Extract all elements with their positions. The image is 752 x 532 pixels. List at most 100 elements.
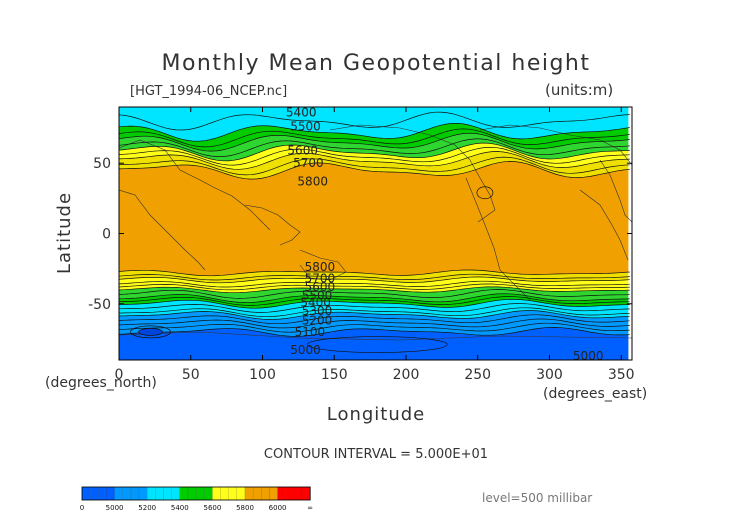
contour-band-2 xyxy=(119,133,629,161)
colorbar-swatch-2-0 xyxy=(146,486,156,501)
colorbar-label-6: 6000 xyxy=(269,504,287,512)
contour-line-18 xyxy=(119,296,630,306)
y-unit-label: (degrees_north) xyxy=(45,375,157,391)
colorbar-swatch-0-1 xyxy=(89,486,99,501)
contour-line-2 xyxy=(119,128,630,148)
contour-label-6: 5700 xyxy=(305,272,336,286)
colorbar-swatch-5-0 xyxy=(244,486,254,501)
coastline-7 xyxy=(579,189,629,261)
colorbar-swatch-0-3 xyxy=(106,486,115,501)
contour-line-14 xyxy=(119,283,630,291)
colorbar-swatch-2-2 xyxy=(163,486,172,501)
x-tick-label-300: 300 xyxy=(536,367,563,383)
x-unit-label: (degrees_east) xyxy=(543,386,647,402)
colorbar-swatch-1-3 xyxy=(138,486,148,501)
colorbar-swatch-5-2 xyxy=(261,486,270,501)
contour-label-5: 5800 xyxy=(305,260,336,274)
contour-line-0 xyxy=(119,111,630,131)
colorbar-swatch-1-1 xyxy=(122,486,132,501)
colorbar-swatch-3-2 xyxy=(195,486,205,501)
coastline-1 xyxy=(119,189,206,271)
colorbar-swatch-2-1 xyxy=(155,486,164,501)
contour-band-8 xyxy=(119,286,629,303)
colorbar-swatch-6-1 xyxy=(285,486,295,501)
x-tick-label-350: 350 xyxy=(608,367,635,383)
contour-label-3: 5700 xyxy=(293,156,324,170)
contour-label-9: 5400 xyxy=(300,295,331,309)
coastline-0 xyxy=(119,139,271,231)
contour-band-1 xyxy=(119,123,629,152)
level-text: level=500 millibar xyxy=(482,491,592,505)
x-axis-label: Longitude xyxy=(327,404,426,425)
contour-interval-text: CONTOUR INTERVAL = 5.000E+01 xyxy=(264,447,488,462)
contour-band-0 xyxy=(119,107,629,142)
file-label: [HGT_1994-06_NCEP.nc] xyxy=(130,84,287,99)
contour-high-centre xyxy=(476,186,494,200)
contour-low-centre-west-core xyxy=(138,328,163,336)
colorbar-swatch-0-0 xyxy=(81,486,91,501)
contour-low-centre-pacific xyxy=(306,336,448,353)
y-tick-label-neg50: -50 xyxy=(88,297,111,313)
contour-line-11 xyxy=(119,273,630,281)
units-label: (units:m) xyxy=(545,81,613,99)
contour-line-17 xyxy=(119,293,630,303)
contour-band-5 xyxy=(119,161,629,276)
contour-line-12 xyxy=(119,276,630,284)
contour-low-centre-west xyxy=(130,325,171,339)
colorbar-swatch-6-2 xyxy=(293,486,303,501)
contour-label-7: 5600 xyxy=(305,280,336,294)
coastline-9 xyxy=(119,331,632,341)
colorbar-swatch-1-2 xyxy=(130,486,140,501)
contour-label-2: 5600 xyxy=(287,144,318,158)
y-tick-label-0: 0 xyxy=(102,227,111,243)
colorbar-label-0: 0 xyxy=(80,504,84,512)
colorbar-swatch-3-0 xyxy=(179,486,189,501)
x-tick-label-250: 250 xyxy=(464,367,491,383)
contour-label-1: 5500 xyxy=(290,120,321,134)
contour-band-3 xyxy=(119,143,629,170)
contour-label-14: 5000 xyxy=(573,349,604,363)
colorbar-swatch-3-1 xyxy=(187,486,197,501)
x-tick-label-150: 150 xyxy=(321,367,348,383)
x-tick-label-50: 50 xyxy=(182,367,200,383)
contour-lines xyxy=(119,111,630,353)
y-tick-label-50: 50 xyxy=(93,156,111,172)
contour-line-4 xyxy=(119,138,630,157)
colorbar-swatch-3-3 xyxy=(204,486,213,501)
contour-band-9 xyxy=(119,293,629,309)
contour-band-4 xyxy=(119,151,629,179)
contour-line-3 xyxy=(119,132,630,152)
coastline-5 xyxy=(465,177,531,301)
y-axis-label: Latitude xyxy=(54,192,75,274)
colorbar-label-4: 5600 xyxy=(203,504,221,512)
contour-line-20 xyxy=(119,303,630,313)
colorbar-swatch-6-0 xyxy=(277,486,286,501)
colorbar-swatch-4-1 xyxy=(220,486,229,501)
contour-label-13: 5000 xyxy=(290,343,321,357)
contour-line-21 xyxy=(119,307,630,318)
contour-line-1 xyxy=(119,123,630,142)
contour-label-0: 5400 xyxy=(286,106,317,120)
contour-line-23 xyxy=(119,314,630,325)
contour-label-8: 5500 xyxy=(302,288,333,302)
contour-label-10: 5300 xyxy=(302,304,333,318)
colorbar-frame xyxy=(81,486,311,501)
colorbar-swatch-4-0 xyxy=(212,486,221,501)
contour-line-19 xyxy=(119,299,630,309)
contour-line-24 xyxy=(119,318,630,329)
y-axis-ticks: 50 0 -50 xyxy=(88,156,632,313)
x-tick-label-0: 0 xyxy=(115,367,124,383)
contour-labels: 5400550056005700580058005700560055005400… xyxy=(286,106,604,363)
colorbar-swatch-4-3 xyxy=(236,486,246,501)
coastline-outlines xyxy=(119,124,632,341)
colorbar: 0 5000 5200 5400 5600 5800 6000 ∞ xyxy=(80,486,313,512)
contour-line-16 xyxy=(119,289,630,299)
colorbar-swatch-1-0 xyxy=(114,486,123,501)
contour-line-22 xyxy=(119,310,630,320)
contour-line-15 xyxy=(119,286,630,294)
contour-line-5 xyxy=(119,142,630,162)
colorbar-label-5: 5800 xyxy=(236,504,254,512)
colorbar-swatch-6-3 xyxy=(301,486,311,501)
contour-line-13 xyxy=(119,280,630,288)
